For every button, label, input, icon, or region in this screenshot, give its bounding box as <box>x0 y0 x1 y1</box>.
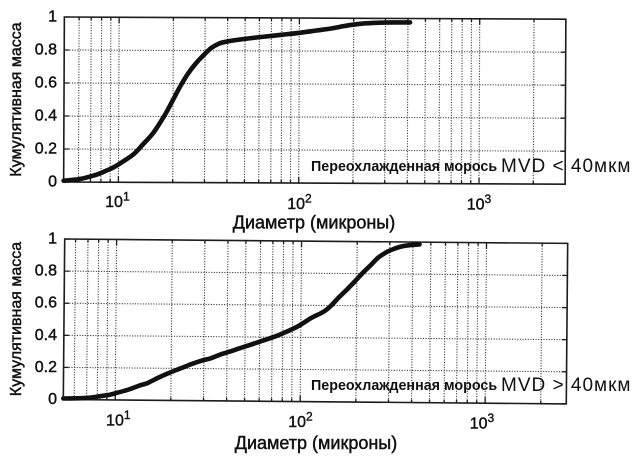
svg-text:0.2: 0.2 <box>35 141 57 158</box>
svg-text:0.6: 0.6 <box>35 295 57 312</box>
svg-text:0.4: 0.4 <box>35 108 57 125</box>
svg-text:0.4: 0.4 <box>35 327 57 344</box>
svg-text:0: 0 <box>48 174 57 191</box>
svg-text:Переохлажденная морось: Переохлажденная морось <box>311 159 497 175</box>
svg-text:Кумулятивная масса: Кумулятивная масса <box>8 242 25 396</box>
svg-text:0.6: 0.6 <box>35 75 57 92</box>
svg-text:0.8: 0.8 <box>35 263 57 280</box>
svg-text:MVD < 40мкм: MVD < 40мкм <box>501 156 631 177</box>
svg-text:Диаметр (микроны): Диаметр (микроны) <box>233 213 396 233</box>
svg-text:1: 1 <box>48 9 57 26</box>
svg-text:Диаметр (микроны): Диаметр (микроны) <box>235 433 398 453</box>
svg-text:0.2: 0.2 <box>35 359 57 376</box>
svg-text:MVD > 40мкм: MVD > 40мкм <box>501 375 631 396</box>
svg-text:1: 1 <box>48 231 57 248</box>
svg-text:Переохлажденная морось: Переохлажденная морось <box>311 378 497 394</box>
svg-text:0: 0 <box>48 391 57 408</box>
svg-text:0.8: 0.8 <box>35 42 57 59</box>
svg-text:Кумулятивная масса: Кумулятивная масса <box>8 22 25 176</box>
